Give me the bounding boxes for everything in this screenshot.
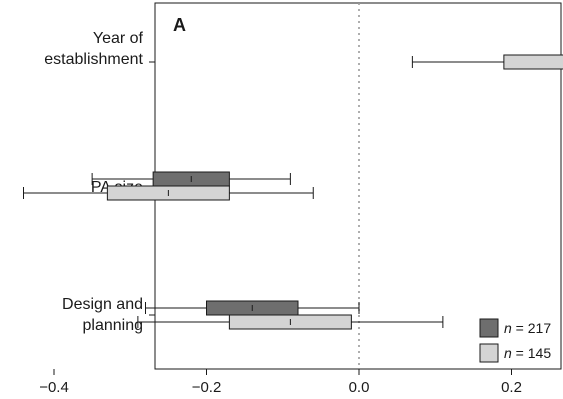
category-label-design: planning	[83, 317, 144, 334]
legend-swatch-0	[479, 318, 499, 338]
x-tick-label: −0.2	[192, 379, 222, 396]
category-label-year: Year of	[93, 30, 144, 47]
legend-swatch-1	[479, 343, 499, 363]
iqr-box	[503, 54, 563, 70]
box-design-series-0	[145, 300, 360, 316]
legend-label-0: n = 217	[504, 320, 551, 336]
panel-label: A	[173, 15, 186, 35]
box-year-series-1	[411, 54, 563, 70]
box-design-series-1	[137, 314, 444, 330]
chart-content: −0.4−0.20.00.20.4Year ofestablishmentPA …	[23, 3, 563, 396]
category-label-year: establishment	[44, 51, 143, 68]
x-tick-label: 0.0	[349, 379, 370, 396]
box-pa_size-series-1	[23, 185, 314, 201]
x-tick-label: −0.4	[39, 379, 69, 396]
x-tick-label: 0.2	[501, 379, 522, 396]
category-label-design: Design and	[62, 296, 143, 313]
legend-label-1: n = 145	[504, 345, 551, 361]
